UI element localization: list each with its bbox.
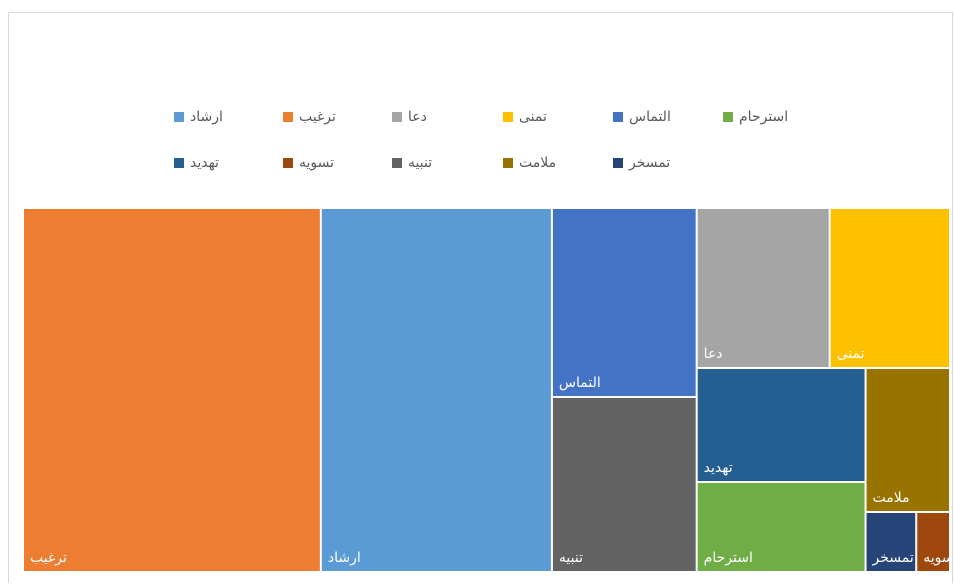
legend-swatch: [723, 112, 733, 122]
tile: [697, 209, 829, 367]
tile-label: التماس: [559, 375, 601, 391]
legend-swatch: [503, 158, 513, 168]
tile: [321, 209, 551, 571]
tile: [697, 369, 865, 481]
legend-swatch: [283, 112, 293, 122]
legend-swatch: [392, 158, 402, 168]
tile: [697, 483, 865, 571]
tile-label: تمسخر: [872, 550, 914, 566]
tile-label: ملامت: [873, 490, 910, 506]
tile-label: دعا: [704, 346, 723, 362]
legend-label: تنبیه: [408, 155, 432, 171]
legend-label: ترغیب: [299, 109, 336, 125]
legend-swatch: [503, 112, 513, 122]
tile-label: ارشاد: [328, 550, 361, 566]
tile: [24, 209, 320, 571]
legend-label: ملامت: [519, 155, 556, 171]
legend-label: ارشاد: [190, 109, 223, 125]
tile-label: تهدید: [704, 460, 733, 476]
tile-label: تمنی: [837, 346, 865, 362]
legend-swatch: [174, 112, 184, 122]
legend-label: التماس: [629, 109, 671, 125]
tile-label: تنبیه: [559, 550, 583, 566]
legend-label: استرحام: [739, 109, 788, 125]
tile-label: ترغیب: [30, 550, 67, 566]
tile-label: استرحام: [704, 550, 753, 566]
legend-swatch: [283, 158, 293, 168]
tile: [866, 369, 949, 511]
chart-frame: [8, 12, 953, 587]
tile: [866, 513, 916, 571]
legend-label: تهدید: [190, 155, 219, 171]
tile: [552, 209, 696, 396]
legend-swatch: [613, 158, 623, 168]
legend-swatch: [613, 112, 623, 122]
tile: [917, 513, 949, 571]
legend-label: تمسخر: [628, 155, 670, 171]
tile-label: تسویه: [923, 550, 954, 566]
tile: [830, 209, 949, 367]
legend-label: تسویه: [299, 155, 334, 171]
legend-label: تمنی: [519, 109, 547, 125]
legend-swatch: [392, 112, 402, 122]
legend-swatch: [174, 158, 184, 168]
tile: [552, 398, 696, 571]
legend-label: دعا: [408, 109, 427, 125]
